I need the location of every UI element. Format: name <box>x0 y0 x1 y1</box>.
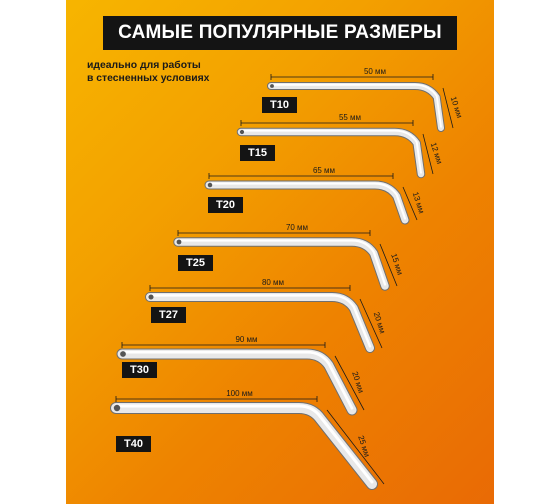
short-arm-dimension-line <box>334 355 365 411</box>
short-arm-label: 20 мм <box>350 370 365 394</box>
short-arm-dimension-line <box>359 298 383 349</box>
short-arm-label: 10 мм <box>449 95 464 119</box>
hex-key-t15: 55 мм 12 мм <box>236 113 444 179</box>
key-shadow <box>110 402 378 490</box>
hex-key-t30: 90 мм 20 мм <box>116 335 366 416</box>
long-arm-label: 80 мм <box>262 278 284 287</box>
key-highlight <box>114 404 374 484</box>
hex-key-t10: 50 мм 10 мм <box>267 67 464 132</box>
short-arm-label: 12 мм <box>429 141 444 165</box>
size-badge-t15: T15 <box>240 145 275 161</box>
size-badge-t27: T27 <box>151 307 186 323</box>
key-highlight <box>207 182 407 220</box>
long-arm-label: 65 мм <box>313 166 335 175</box>
key-highlight <box>176 239 387 286</box>
long-arm-label: 70 мм <box>286 223 308 232</box>
torx-tip-long <box>239 129 245 135</box>
size-badge-t10: T10 <box>262 97 297 113</box>
torx-tip-long <box>270 84 274 88</box>
torx-tip-long <box>176 239 182 245</box>
torx-tip-long <box>113 404 121 412</box>
short-arm-dimension-line <box>422 133 434 175</box>
size-badge-t40: T40 <box>116 436 151 452</box>
torx-tip-long <box>207 182 213 188</box>
short-arm-dimension-line <box>402 186 418 221</box>
long-arm-label: 50 мм <box>364 67 386 76</box>
long-arm-label: 55 мм <box>339 113 361 122</box>
short-arm-label: 25 мм <box>356 434 371 458</box>
short-arm-dimension-line <box>379 243 398 287</box>
size-badge-t20: T20 <box>208 197 243 213</box>
page-title: САМЫЕ ПОПУЛЯРНЫЕ РАЗМЕРЫ <box>103 16 457 50</box>
subtitle-line-2: в стесненных условиях <box>87 72 210 84</box>
torx-tip-long <box>120 351 126 357</box>
long-arm-label: 100 мм <box>226 389 253 398</box>
key-highlight <box>148 294 372 348</box>
key-highlight <box>270 83 442 128</box>
subtitle-line-1: идеально для работы <box>87 60 201 71</box>
size-badge-t25: T25 <box>178 255 213 271</box>
short-arm-dimension-line <box>326 409 385 485</box>
long-arm-label: 90 мм <box>235 335 257 344</box>
key-highlight <box>240 129 422 174</box>
subtitle: идеально для работы в стесненных условия… <box>87 60 287 85</box>
short-arm-dimension-line <box>442 87 454 129</box>
product-card: САМЫЕ ПОПУЛЯРНЫЕ РАЗМЕРЫ идеально для ра… <box>66 0 494 504</box>
torx-tip-long <box>148 294 154 300</box>
key-body <box>111 403 377 489</box>
size-badge-t30: T30 <box>122 362 157 378</box>
key-highlight <box>120 350 354 410</box>
